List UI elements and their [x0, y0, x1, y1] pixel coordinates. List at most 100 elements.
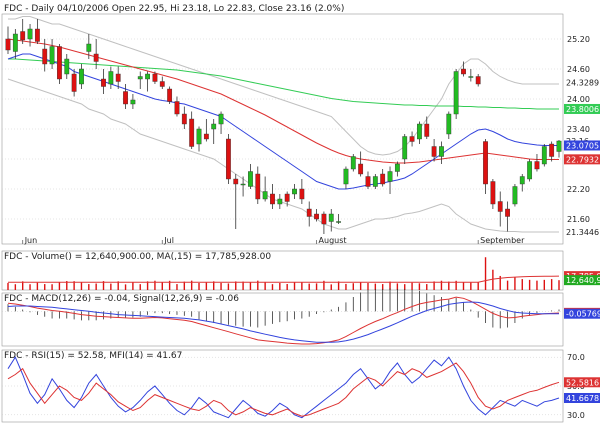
mfi-line	[7, 356, 560, 419]
rsi-value-tag-label: 41.6678	[566, 394, 599, 403]
macd-title: FDC - MACD(12,26) = -0.04, Signal(12,26,…	[4, 294, 239, 304]
candle-body	[181, 113, 187, 125]
candle-body	[108, 71, 114, 85]
candle-body	[5, 38, 11, 51]
candle-body	[534, 161, 540, 170]
candle-body	[86, 43, 92, 52]
candle-body	[299, 188, 305, 200]
candle-body	[350, 156, 356, 170]
candle-body	[446, 113, 452, 135]
ma-fast-line	[7, 53, 559, 190]
candle-body	[174, 101, 180, 115]
candle-body	[196, 128, 202, 145]
price-value-tag-bg	[564, 103, 600, 114]
macd-signal-line	[7, 301, 559, 343]
candle-body	[49, 46, 55, 65]
candle-body	[343, 168, 349, 185]
candle-body	[233, 178, 239, 185]
candle-body	[20, 31, 26, 41]
candle-body	[284, 193, 290, 202]
price-axis-tick: 23.40	[567, 125, 590, 134]
price-value-tag-label: 23.8006	[566, 105, 599, 114]
candle-body	[365, 176, 371, 187]
candle-body	[461, 68, 466, 75]
candle-body	[137, 76, 143, 80]
candle-body	[277, 198, 283, 205]
candle-body	[292, 188, 297, 195]
volume-frame	[1, 250, 564, 291]
price-title: FDC - Daily 04/10/2006 Open 22.95, Hi 23…	[4, 4, 344, 14]
candle-body	[167, 88, 173, 102]
month-label: September	[480, 236, 525, 245]
rsi-axis-tick: 70.0	[567, 353, 585, 362]
candle-body	[475, 76, 481, 85]
candle-body	[93, 53, 99, 62]
rsi-value-tag-bg	[564, 392, 600, 403]
candle-body	[380, 173, 386, 185]
price-axis-tick: 21.60	[567, 215, 590, 224]
rsi-axis-tick: 30.0	[567, 411, 585, 420]
volume-title: FDC - Volume() = 12,640,900.00, MA(,15) …	[4, 252, 271, 262]
month-label: Jun	[24, 236, 38, 245]
ma-slow-line	[8, 58, 559, 110]
candle-body	[145, 73, 150, 80]
volume-ma-line	[8, 275, 560, 283]
candle-body	[490, 181, 496, 205]
candle-body	[453, 71, 459, 115]
candle-body	[189, 118, 195, 147]
candle-body	[203, 133, 209, 140]
candle-body	[556, 140, 562, 152]
rsi-title: FDC - RSI(15) = 52.58, MFI(14) = 41.67	[4, 351, 182, 361]
candle-body	[527, 161, 533, 180]
candle-body	[123, 91, 128, 105]
price-value-tag-bg	[564, 140, 600, 151]
candle-body	[519, 176, 525, 185]
candle-body	[497, 201, 503, 212]
rsi-line	[7, 362, 560, 417]
macd-frame	[1, 292, 564, 347]
candle-body	[439, 146, 444, 157]
candle-body	[34, 28, 40, 42]
candle-body	[42, 48, 48, 65]
candle-body	[328, 213, 334, 222]
candle-body	[255, 173, 261, 200]
candle-body	[71, 73, 77, 92]
price-value-tag-label: 22.7932	[566, 155, 599, 164]
price-value-tag-label: 24.3289	[566, 79, 599, 88]
price-value-tag-bg	[564, 226, 600, 237]
price-value-tag-bg	[564, 77, 600, 88]
candle-body	[417, 123, 422, 140]
candle-body	[306, 208, 312, 217]
candle-body	[512, 186, 518, 205]
candle-body	[321, 213, 327, 225]
candle-body	[402, 136, 408, 160]
candle-body	[64, 58, 70, 75]
candle-body	[336, 221, 342, 223]
candle-body	[387, 171, 393, 182]
rsi-value-tag-label: 52.5816	[566, 378, 599, 387]
volume-value-tag-bg	[564, 275, 600, 286]
candle-body	[12, 33, 18, 52]
volume-value-tag-label: 12,640,900	[566, 276, 600, 285]
candle-body	[79, 68, 84, 85]
candle-body	[314, 213, 319, 220]
price-axis-tick: 24.60	[567, 65, 590, 74]
candle-body	[270, 193, 275, 205]
candle-body	[240, 183, 246, 186]
band-upper-line	[8, 16, 559, 156]
candle-body	[152, 73, 158, 82]
rsi-value-tag-bg	[564, 377, 600, 388]
candle-body	[549, 143, 555, 157]
ma-mid-line	[7, 38, 559, 164]
candle-body	[218, 113, 224, 125]
candle-body	[409, 136, 415, 142]
price-panel: 25.2024.6024.0023.4022.8022.2021.60JunJu…	[1, 13, 600, 245]
candle-body	[541, 146, 547, 165]
candle-body	[211, 123, 217, 130]
candle-body	[358, 163, 364, 175]
candle-body	[468, 76, 474, 78]
